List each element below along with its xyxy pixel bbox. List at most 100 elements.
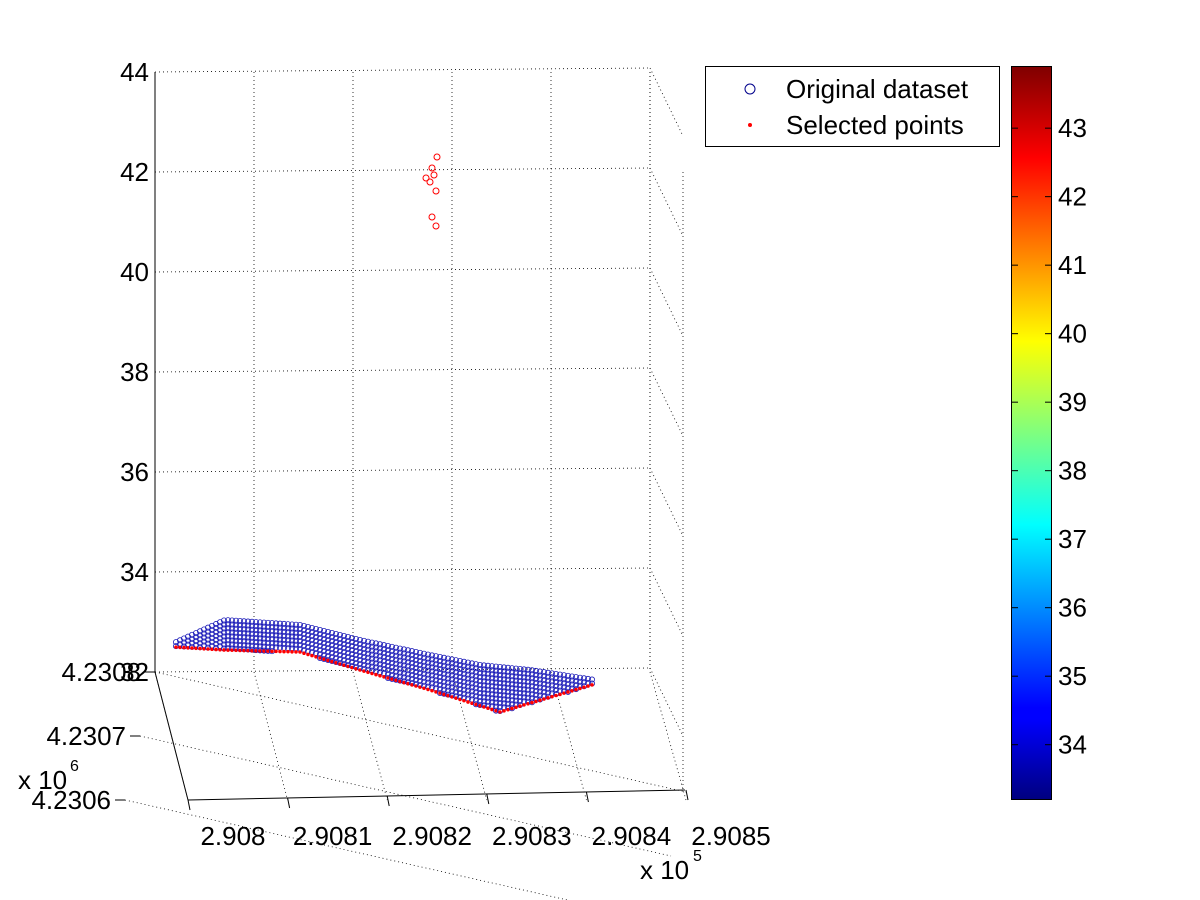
selected-point-edge [450,695,454,699]
original-point [476,698,483,705]
svg-text:x 10: x 10 [18,765,67,795]
original-point [224,617,231,624]
original-point [368,663,375,670]
original-point [488,679,495,686]
original-point [496,680,503,687]
original-point [460,658,467,665]
x-tick-label: 2.9082 [392,821,472,851]
original-point [480,678,487,685]
original-point [553,683,560,690]
original-point [384,655,391,662]
selected-point-edge [518,704,522,708]
original-point [500,676,507,683]
original-point [513,689,520,696]
original-point [324,657,331,664]
original-point [276,624,283,631]
original-point [372,652,379,659]
original-point [424,679,431,686]
z-gridline-side [649,667,684,737]
original-point [220,629,227,636]
selected-point-edge [174,645,178,649]
original-point [280,620,287,627]
original-point [440,678,447,685]
selected-point-edge [214,647,218,652]
original-point [468,660,475,667]
original-point [456,682,463,689]
legend: Original dataset Selected points [705,66,1000,147]
original-point [404,671,411,678]
original-point [508,681,515,688]
original-point [364,638,371,645]
original-point [240,618,247,625]
original-point [492,667,499,674]
original-point [472,681,479,688]
original-point [504,692,511,699]
original-point [284,637,291,644]
original-point [260,627,267,634]
original-point [244,618,251,625]
original-point [252,627,259,634]
original-point [360,645,367,652]
original-point [513,665,520,672]
original-point [232,633,239,640]
selected-point-edge [394,678,398,683]
original-point [332,631,339,638]
selected-point-edge [570,688,574,693]
original-point [264,631,271,638]
original-point [460,686,467,693]
original-point [565,680,572,687]
selected-point-edge [378,673,382,678]
original-point [488,691,495,698]
original-point [396,661,403,668]
selected-point-edge [462,698,466,703]
original-point [408,668,415,675]
original-point [476,682,483,689]
original-point [508,669,515,676]
original-point [336,636,343,643]
original-point [508,697,515,704]
original-point [272,620,279,627]
original-point [585,675,592,682]
original-point [356,641,363,648]
original-point [456,678,463,685]
selected-point-edge [334,661,338,665]
original-point [432,681,439,688]
original-point [444,655,451,662]
selected-point-edge [298,650,302,654]
original-point [236,642,243,649]
selected-point [432,187,440,195]
original-point [537,692,544,699]
original-point [264,635,271,642]
original-point [472,673,479,680]
original-point [428,652,435,659]
original-point [320,644,327,651]
original-point [480,666,487,673]
original-point [404,659,411,666]
original-point [496,664,503,671]
original-point [232,617,239,624]
original-point [573,678,580,685]
colorbar-tick-label: 43 [1058,113,1087,143]
original-point [344,642,351,649]
original-point [476,702,483,709]
selected-point-edge [354,667,358,671]
original-point [308,641,315,648]
original-point [484,686,491,693]
original-point [284,621,291,628]
floor-gridline-y [124,799,570,900]
selected-point-edge [238,648,242,653]
original-point [312,630,319,637]
original-point [428,680,435,687]
original-point [236,618,243,625]
original-point [504,700,511,707]
original-point [460,670,467,677]
z-tick-label: 32 [120,657,149,687]
original-point [452,665,459,672]
original-point [561,672,568,679]
original-point [380,650,387,657]
selected-point-edge [286,649,290,654]
original-point [428,676,435,683]
original-point [500,684,507,691]
original-point [356,657,363,664]
original-point [488,699,495,706]
